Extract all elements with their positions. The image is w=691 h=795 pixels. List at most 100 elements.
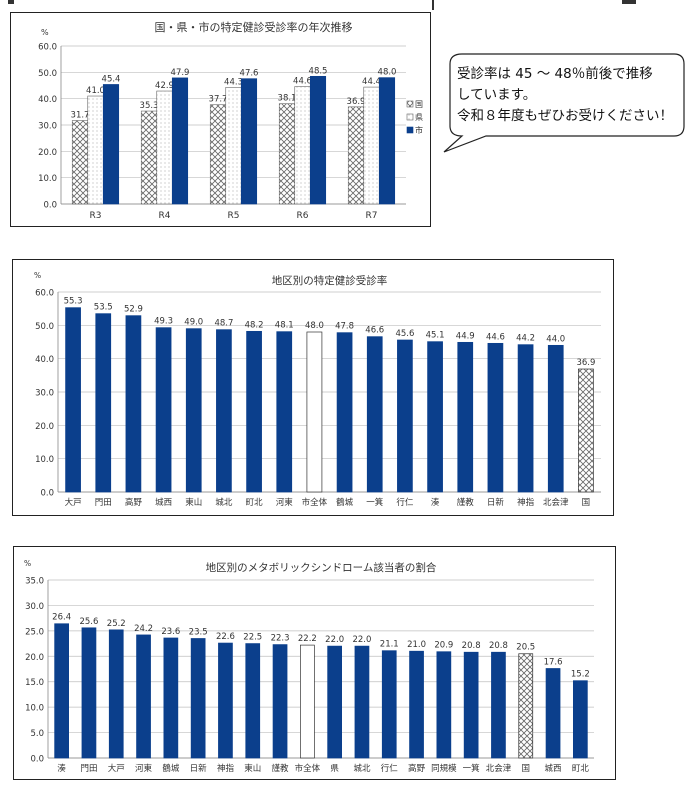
data-label-北会津: 44.0 — [546, 334, 565, 344]
bar-国-R3 — [71, 120, 89, 205]
data-label-市-R6: 48.5 — [309, 66, 328, 76]
bar-日新 — [190, 638, 206, 759]
x-tick-label: 高野 — [125, 497, 143, 508]
checkup-y-tick-label: 60.0 — [35, 289, 54, 299]
bar-一箕 — [463, 651, 479, 759]
y-unit-label: % — [34, 271, 41, 280]
bar-県-R7 — [363, 86, 380, 205]
data-label-謹教: 22.3 — [271, 634, 290, 644]
bar-城北 — [354, 645, 370, 759]
legend-label-国: 国 — [415, 100, 423, 109]
checkup-y-tick-label: 20.0 — [35, 422, 54, 432]
chart-title: 国・県・市の特定健診受診率の年次推移 — [155, 20, 353, 34]
legend-swatch-市 — [406, 126, 414, 134]
x-tick-label: 町北 — [572, 764, 590, 774]
x-tick-label: 町北 — [246, 498, 264, 508]
data-label-城西: 49.3 — [154, 317, 173, 327]
checkup-y-tick-label: 30.0 — [35, 389, 54, 399]
y-unit-label: % — [24, 559, 31, 568]
data-label-県: 22.0 — [325, 635, 344, 645]
x-tick-label: 北会津 — [486, 763, 512, 774]
data-label-行仁: 45.6 — [395, 329, 414, 339]
top-edge-mark-right — [622, 0, 636, 4]
data-label-大戸: 25.2 — [107, 619, 126, 629]
x-tick-label: R6 — [297, 211, 309, 221]
bar-鶴城 — [336, 332, 353, 493]
data-label-河東: 48.1 — [275, 321, 294, 331]
bar-河東 — [276, 331, 293, 493]
metabolic-y-tick-label: 25.0 — [25, 627, 44, 637]
data-label-国-R3: 31.7 — [71, 111, 90, 121]
bar-県 — [327, 645, 342, 759]
data-label-鶴城: 47.8 — [335, 322, 354, 332]
bar-東山 — [245, 643, 261, 759]
x-tick-label: 日新 — [190, 763, 208, 774]
district-metabolic-chart: 地区別のメタボリックシンドローム該当者の割合% 0.0 5.0 10.0 15.0 20.… — [24, 559, 594, 774]
data-label-門田: 53.5 — [94, 303, 113, 313]
top-edge-mark-middle — [432, 0, 434, 10]
x-tick-label: 湊 — [431, 497, 440, 508]
x-tick-label: 大戸 — [108, 763, 125, 774]
data-label-神指: 22.6 — [216, 632, 235, 642]
data-label-国: 36.9 — [576, 358, 595, 368]
data-label-門田: 25.6 — [79, 617, 98, 627]
data-label-大戸: 55.3 — [64, 297, 83, 307]
data-label-一箕: 46.6 — [365, 326, 384, 336]
data-label-城西: 17.6 — [544, 657, 563, 667]
trend-y-tick-label: 30.0 — [38, 122, 57, 132]
bar-国-R6 — [278, 103, 296, 205]
data-label-湊: 45.1 — [426, 331, 445, 341]
bar-東山 — [185, 328, 202, 493]
legend-label-県: 県 — [415, 113, 423, 122]
district-checkup-chart: 地区別の特定健診受診率% 0.0 10.0 20.0 30.0 40.0 50.0 60.0 5… — [34, 271, 601, 508]
bar-国 — [518, 653, 534, 759]
chart-title: 地区別のメタボリックシンドローム該当者の割合 — [206, 561, 437, 574]
bar-市-R7 — [378, 77, 396, 205]
data-label-市全体: 22.2 — [298, 634, 317, 644]
bar-県-R4 — [156, 90, 173, 205]
bar-河東 — [136, 634, 151, 759]
bar-町北 — [572, 680, 588, 759]
bar-県-R6 — [294, 86, 311, 205]
bar-門田 — [81, 627, 97, 759]
x-tick-label: 日新 — [487, 497, 505, 508]
bar-市-R3 — [102, 84, 120, 205]
x-tick-label: 河東 — [135, 763, 153, 774]
chart-title: 地区別の特定健診受診率 — [272, 274, 388, 287]
x-tick-label: 国 — [582, 498, 591, 508]
data-label-町北: 48.2 — [245, 320, 264, 330]
x-tick-label: 湊 — [57, 763, 66, 774]
data-label-県-R6: 44.6 — [293, 77, 312, 87]
data-label-神指: 44.2 — [516, 334, 535, 344]
metabolic-y-tick-label: 10.0 — [25, 704, 44, 714]
data-label-湊: 26.4 — [52, 613, 71, 623]
data-label-国-R6: 38.1 — [278, 94, 297, 104]
checkup-y-tick-label: 40.0 — [35, 355, 54, 365]
x-tick-label: 一箕 — [463, 763, 481, 774]
metabolic-y-tick-label: 5.0 — [30, 729, 44, 739]
bar-国-R7 — [347, 106, 365, 205]
data-label-東山: 49.0 — [184, 318, 203, 328]
x-tick-label: 市全体 — [295, 763, 321, 774]
bar-神指 — [218, 642, 233, 759]
x-tick-label: R3 — [90, 211, 102, 221]
data-label-鶴城: 23.6 — [161, 627, 180, 637]
x-tick-label: 門田 — [80, 764, 97, 774]
data-label-国: 20.5 — [516, 643, 535, 653]
bar-湊 — [427, 341, 443, 493]
data-label-市全体: 48.0 — [305, 321, 324, 331]
annual-trend-chart: 国・県・市の特定健診受診率の年次推移% 0.0 10.0 20.0 30.0 40.0 50… — [38, 20, 423, 221]
x-tick-label: 市全体 — [302, 497, 328, 508]
data-label-高野: 21.0 — [407, 640, 426, 650]
checkup-y-tick-label: 50.0 — [35, 322, 54, 332]
bar-謹教 — [272, 644, 288, 759]
x-tick-label: 東山 — [244, 763, 261, 774]
trend-y-tick-label: 60.0 — [38, 43, 57, 53]
data-label-城北: 48.7 — [214, 319, 233, 329]
bar-日新 — [487, 342, 504, 493]
data-label-県-R3: 41.0 — [86, 86, 105, 96]
x-tick-label: 謹教 — [272, 763, 290, 774]
speech-bubble-text: 受診率は 45 ～ 48％前後で推移 しています。 令和８年度もぜひお受けくださ… — [457, 64, 687, 127]
bar-一箕 — [366, 336, 383, 493]
x-tick-label: 高野 — [408, 763, 426, 774]
